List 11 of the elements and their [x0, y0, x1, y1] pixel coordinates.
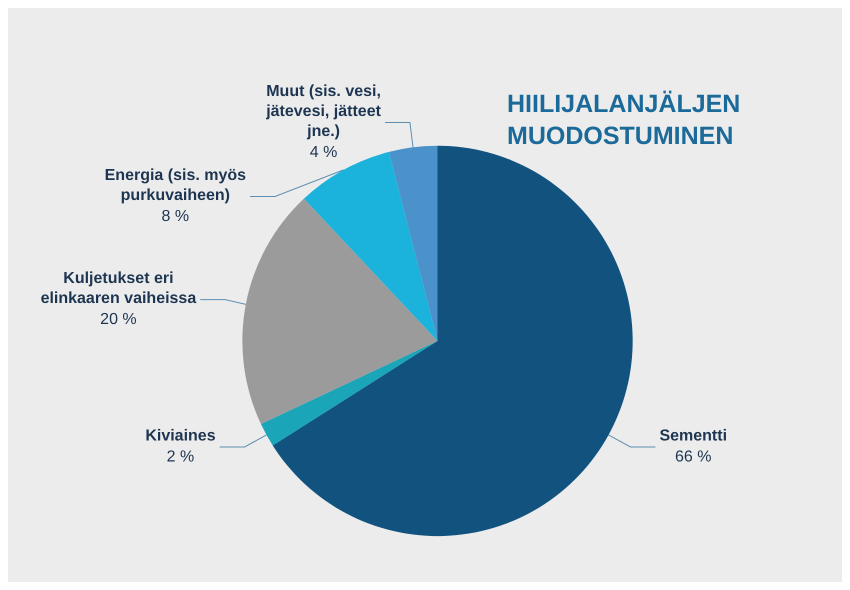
slice-label: Sementti	[659, 427, 728, 444]
data-label: 8 %	[162, 208, 190, 225]
slice-label: Kuljetukset eri elinkaaren vaiheissa	[40, 270, 196, 308]
slice-label: Energia (sis. myös purkuvaiheen)	[104, 166, 246, 204]
slice-label: Kiviaines	[145, 427, 216, 444]
slice-label: Muut (sis. vesi, jätevesi, jätteet jne.)	[265, 82, 382, 140]
data-label: 20 %	[100, 311, 137, 328]
data-label: 2 %	[166, 448, 194, 466]
data-label: 66 %	[674, 448, 712, 466]
data-label: 4 %	[310, 144, 338, 161]
text: HIILIJALANJÄLJEN MUODOSTUMINEN	[507, 90, 748, 150]
